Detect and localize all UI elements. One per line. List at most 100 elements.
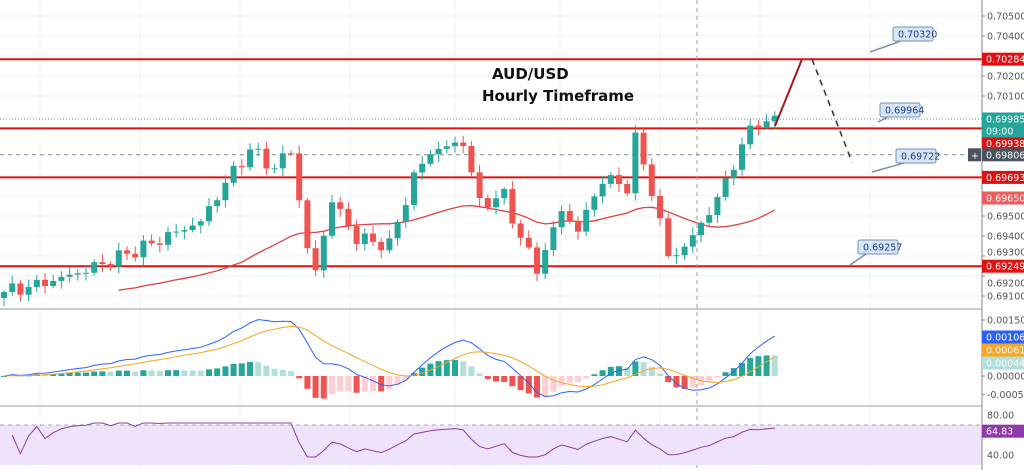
macd-axis-label: 0.00000 bbox=[987, 372, 1024, 383]
candle-up bbox=[747, 125, 754, 145]
macd-histogram-bar bbox=[115, 370, 122, 376]
macd-histogram-bar bbox=[189, 370, 196, 376]
callout-label: 0.70320 bbox=[898, 30, 937, 41]
candle-up bbox=[230, 166, 237, 183]
callout-box bbox=[879, 102, 921, 118]
candle-down bbox=[42, 279, 48, 287]
candle-up bbox=[443, 146, 450, 149]
candle-down bbox=[353, 226, 360, 244]
candle-up bbox=[452, 142, 458, 147]
candle-up bbox=[140, 240, 147, 258]
crosshair-price-tag-bg bbox=[982, 148, 1024, 162]
ma-price-tag: 0.69650 bbox=[986, 194, 1024, 205]
macd-histogram-bar bbox=[197, 370, 204, 376]
ma-price-tag-bg bbox=[982, 191, 1024, 205]
candle-down bbox=[616, 175, 622, 185]
axis-tick-label: 0.69300 bbox=[987, 248, 1024, 259]
macd-histogram-bar bbox=[91, 371, 98, 376]
candle-up bbox=[165, 232, 171, 245]
macd-line bbox=[3, 319, 776, 398]
candle-down bbox=[648, 164, 655, 196]
candle-down bbox=[17, 283, 24, 295]
price-axis[interactable]: 0.70500 0.70400 0.70200 0.70100 0.69500 0.694… bbox=[968, 0, 1024, 470]
macd-histogram-bar bbox=[320, 376, 327, 399]
level-price-tag-bg bbox=[982, 259, 1024, 273]
candle-up bbox=[115, 250, 122, 267]
axis-tick-label: 0.70100 bbox=[987, 92, 1024, 103]
macd-histogram-bar bbox=[747, 358, 754, 376]
candle-down bbox=[370, 233, 376, 242]
candle-down bbox=[665, 218, 672, 257]
signal-value-tag-bg bbox=[982, 343, 1024, 357]
macd-histogram-bar bbox=[238, 363, 245, 376]
candle-up bbox=[9, 283, 16, 292]
axis-tick-label: 0.69100 bbox=[987, 292, 1024, 303]
axis-tick-label: 0.70200 bbox=[987, 72, 1024, 83]
candle-down bbox=[476, 172, 483, 199]
candle-up bbox=[214, 200, 221, 207]
macd-histogram-bar bbox=[648, 367, 655, 376]
macd-histogram-bar bbox=[230, 363, 237, 376]
macd-histogram-bar bbox=[714, 376, 721, 378]
candle-up bbox=[279, 153, 286, 169]
axis-tick-label: 0.69500 bbox=[987, 212, 1024, 223]
macd-histogram-bar bbox=[689, 376, 696, 388]
candle-up bbox=[607, 175, 614, 184]
signal-line bbox=[3, 325, 776, 388]
macd-histogram-bar bbox=[99, 371, 106, 376]
macd-histogram-bar bbox=[558, 376, 565, 387]
candle-down bbox=[755, 125, 762, 128]
macd-histogram-bar bbox=[386, 376, 393, 390]
macd-histogram-bar bbox=[288, 371, 294, 376]
callout-label: 0.69964 bbox=[885, 106, 924, 117]
macd-histogram-bar bbox=[337, 376, 344, 392]
candle-up bbox=[706, 215, 713, 223]
candle-up bbox=[722, 178, 729, 198]
axis-background bbox=[982, 0, 1024, 470]
macd-histogram-bar bbox=[107, 371, 114, 376]
crosshair-price-tag: 0.69806 bbox=[986, 150, 1024, 161]
candle-down bbox=[534, 247, 540, 274]
callout-label: 0.69257 bbox=[863, 243, 902, 254]
signal-value-tag: 0.00061 bbox=[986, 346, 1024, 357]
macd-histogram-bar bbox=[83, 372, 89, 376]
macd-axis-label: 0.00150 bbox=[987, 316, 1024, 327]
macd-histogram-bar bbox=[534, 376, 540, 398]
candle-up bbox=[25, 286, 32, 295]
axis-tick-label: 0.69400 bbox=[987, 232, 1024, 243]
macd-histogram-bar bbox=[132, 371, 139, 376]
macd-histogram-bar bbox=[17, 375, 24, 377]
candle-down bbox=[312, 248, 319, 271]
macd-histogram-bar bbox=[484, 376, 491, 379]
macd-histogram-bar bbox=[353, 376, 360, 393]
axis-tick-label: 0.70500 bbox=[987, 12, 1024, 23]
last-price-tag-bg bbox=[982, 112, 1024, 126]
macd-histogram-bar bbox=[517, 376, 524, 391]
candle-up bbox=[271, 168, 278, 170]
candle-down bbox=[337, 202, 344, 209]
candle-up bbox=[583, 209, 590, 232]
macd-histogram-bar bbox=[419, 367, 426, 376]
candle-up bbox=[493, 198, 499, 208]
macd-histogram-bar bbox=[370, 376, 376, 392]
countdown-tag-bg bbox=[982, 124, 1024, 138]
candle-up bbox=[739, 144, 745, 170]
candle-down bbox=[624, 184, 631, 194]
rsi-panel bbox=[0, 422, 982, 465]
candle-down bbox=[304, 200, 311, 249]
candle-up bbox=[247, 149, 253, 168]
candles bbox=[1, 111, 778, 306]
candle-up bbox=[419, 163, 426, 173]
macd-histogram-bar bbox=[156, 370, 163, 376]
level-price-tag-bg bbox=[982, 170, 1024, 184]
candle-up bbox=[763, 121, 770, 128]
macd-histogram-bar bbox=[681, 376, 688, 389]
callout-pointer bbox=[869, 40, 902, 53]
candle-up bbox=[255, 148, 262, 150]
macd-histogram-bar bbox=[706, 376, 713, 382]
macd-histogram-bar bbox=[665, 376, 672, 383]
annotations: 0.70320 0.69964 0.69722 0.69257 bbox=[774, 26, 940, 266]
macd-histogram-bar bbox=[542, 376, 549, 397]
macd-histogram-bar bbox=[74, 372, 81, 376]
